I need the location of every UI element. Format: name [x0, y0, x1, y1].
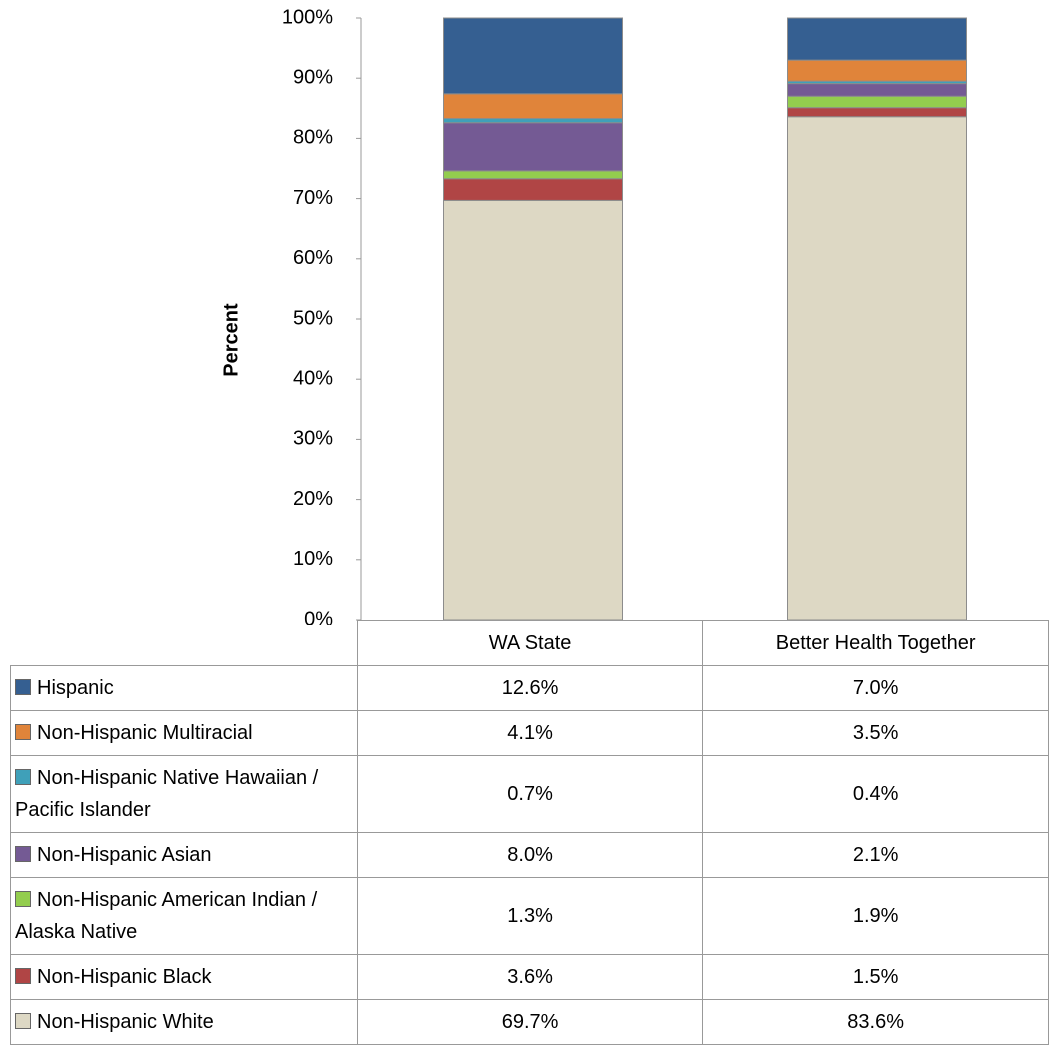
y-tick-label: 100%	[282, 6, 333, 28]
value-label: 8.0%	[356, 832, 704, 878]
bar-segment	[443, 118, 623, 124]
legend-cell: Non-Hispanic White	[10, 999, 358, 1045]
bar-segment	[443, 178, 623, 201]
blank-cell	[10, 620, 358, 666]
y-tick-label: 60%	[293, 247, 333, 269]
bar-segment	[443, 170, 623, 180]
y-axis-label: Percent	[220, 303, 242, 377]
value-label: 69.7%	[356, 999, 704, 1045]
bar-segment	[787, 116, 967, 621]
table-row: Non-Hispanic Native Hawaiian / Pacific I…	[10, 755, 1049, 833]
legend-label: Non-Hispanic White	[37, 1011, 214, 1033]
legend-swatch	[15, 679, 31, 695]
table-row: Non-Hispanic Black 3.6% 1.5%	[10, 954, 1049, 1000]
bar-segment	[787, 83, 967, 97]
y-tick-label: 20%	[293, 488, 333, 510]
table-row: Non-Hispanic American Indian / Alaska Na…	[10, 877, 1049, 955]
y-tick-label: 70%	[293, 187, 333, 209]
value-label: 3.6%	[356, 954, 704, 1000]
bar-segment	[443, 17, 623, 95]
data-table: WA State Better Health Together Hispanic 12…	[10, 620, 1049, 1045]
legend-swatch	[15, 724, 31, 740]
legend-label: Non-Hispanic Asian	[37, 844, 212, 866]
bar-segment	[787, 59, 967, 82]
value-label: 7.0%	[702, 665, 1049, 711]
bar-segment	[443, 93, 623, 120]
y-tick-label: 10%	[293, 548, 333, 570]
table-row: Non-Hispanic Asian 8.0% 2.1%	[10, 832, 1049, 878]
value-label: 83.6%	[702, 999, 1049, 1045]
value-label: 3.5%	[702, 710, 1049, 756]
bar-segment	[443, 199, 623, 621]
table-header-row: WA State Better Health Together	[10, 620, 1049, 666]
legend-label: Non-Hispanic Multiracial	[37, 722, 253, 744]
legend-cell: Hispanic	[10, 665, 358, 711]
y-tick-label: 40%	[293, 367, 333, 389]
y-tick-label: 50%	[293, 307, 333, 329]
bar-segment	[787, 17, 967, 61]
legend-cell: Non-Hispanic Multiracial	[10, 710, 358, 756]
table-row: Non-Hispanic White 69.7% 83.6%	[10, 999, 1049, 1045]
table-row: Hispanic 12.6% 7.0%	[10, 665, 1049, 711]
legend-label: Non-Hispanic Native Hawaiian / Pacific I…	[15, 767, 319, 821]
legend-label: Non-Hispanic Black	[37, 966, 212, 988]
category-label: Better Health Together	[702, 620, 1049, 666]
value-label: 0.4%	[702, 755, 1049, 833]
category-label: WA State	[356, 620, 704, 666]
legend-swatch	[15, 891, 31, 907]
value-label: 1.9%	[702, 877, 1049, 955]
value-label: 1.5%	[702, 954, 1049, 1000]
value-label: 2.1%	[702, 832, 1049, 878]
value-label: 4.1%	[356, 710, 704, 756]
legend-cell: Non-Hispanic American Indian / Alaska Na…	[10, 877, 358, 955]
value-label: 1.3%	[356, 877, 704, 955]
value-label: 0.7%	[356, 755, 704, 833]
legend-swatch	[15, 968, 31, 984]
legend-label: Non-Hispanic American Indian / Alaska Na…	[15, 889, 318, 943]
bar-segment	[443, 122, 623, 172]
legend-swatch	[15, 846, 31, 862]
legend-cell: Non-Hispanic Native Hawaiian / Pacific I…	[10, 755, 358, 833]
y-tick-label: 80%	[293, 127, 333, 149]
table-row: Non-Hispanic Multiracial 4.1% 3.5%	[10, 710, 1049, 756]
y-tick-label: 30%	[293, 428, 333, 450]
legend-cell: Non-Hispanic Black	[10, 954, 358, 1000]
value-label: 12.6%	[356, 665, 704, 711]
legend-label: Hispanic	[37, 677, 114, 699]
legend-swatch	[15, 769, 31, 785]
bar-segment	[787, 95, 967, 109]
legend-cell: Non-Hispanic Asian	[10, 832, 358, 878]
bar-segment	[787, 107, 967, 118]
chart: Percent 0%10%20%30%40%50%60%70%80%90%100…	[220, 6, 967, 625]
legend-swatch	[15, 1013, 31, 1029]
y-tick-label: 90%	[293, 66, 333, 88]
